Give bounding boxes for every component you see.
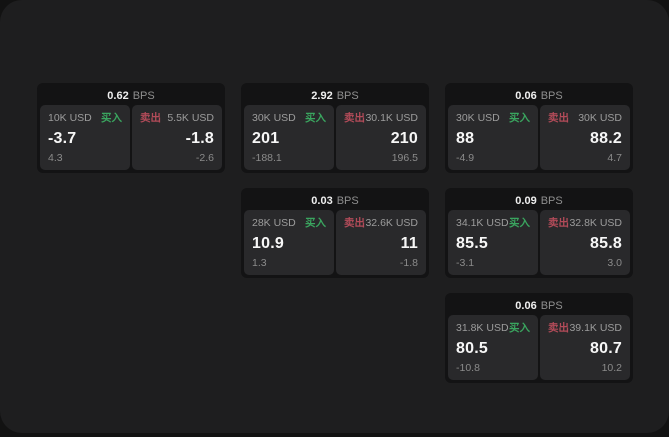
card-header: 0.03 BPS xyxy=(244,191,426,210)
buy-side-label: 买入 xyxy=(101,112,122,124)
sell-amount: 30K USD xyxy=(578,112,622,124)
sell-quote[interactable]: 卖出 30.1K USD 210 196.5 xyxy=(336,105,426,170)
buy-side-label: 买入 xyxy=(509,322,530,334)
buy-quote[interactable]: 28K USD 买入 10.9 1.3 xyxy=(244,210,334,275)
bps-unit-label: BPS xyxy=(540,299,563,312)
buy-quote[interactable]: 31.8K USD 买入 80.5 -10.8 xyxy=(448,315,538,380)
buy-price: 201 xyxy=(252,129,280,147)
buy-amount: 34.1K USD xyxy=(456,217,509,229)
bps-unit-label: BPS xyxy=(336,194,359,207)
sell-side-label: 卖出 xyxy=(548,322,569,334)
buy-delta: -4.9 xyxy=(456,152,475,164)
sell-delta: 3.0 xyxy=(607,257,622,269)
sell-price: 11 xyxy=(400,234,418,252)
buy-side-label: 买入 xyxy=(509,112,530,124)
sell-price: 88.2 xyxy=(590,129,622,147)
buy-side-label: 买入 xyxy=(305,217,326,229)
buy-amount: 28K USD xyxy=(252,217,296,229)
bps-unit-label: BPS xyxy=(132,89,155,102)
sell-side-label: 卖出 xyxy=(140,112,161,124)
buy-delta: -3.1 xyxy=(456,257,475,269)
buy-price: 80.5 xyxy=(456,339,488,357)
quote-card: 0.06 BPS 31.8K USD 买入 80.5 -10.8 卖出 39.1… xyxy=(445,293,633,383)
buy-quote[interactable]: 34.1K USD 买入 85.5 -3.1 xyxy=(448,210,538,275)
buy-side-label: 买入 xyxy=(305,112,326,124)
buy-quote[interactable]: 30K USD 买入 88 -4.9 xyxy=(448,105,538,170)
bps-value: 0.62 xyxy=(107,89,129,102)
buy-quote[interactable]: 30K USD 买入 201 -188.1 xyxy=(244,105,334,170)
buy-amount: 30K USD xyxy=(252,112,296,124)
sell-delta: -1.8 xyxy=(399,257,418,269)
bps-value: 0.03 xyxy=(311,194,333,207)
card-body: 30K USD 买入 88 -4.9 卖出 30K USD 88.2 4.7 xyxy=(448,105,630,170)
quote-card: 0.03 BPS 28K USD 买入 10.9 1.3 卖出 32.6K US… xyxy=(241,188,429,278)
bps-value: 0.09 xyxy=(515,194,537,207)
bps-unit-label: BPS xyxy=(336,89,359,102)
buy-delta: -188.1 xyxy=(252,152,282,164)
sell-side-label: 卖出 xyxy=(548,217,569,229)
card-header: 0.09 BPS xyxy=(448,191,630,210)
buy-price: 10.9 xyxy=(252,234,284,252)
card-body: 30K USD 买入 201 -188.1 卖出 30.1K USD 210 1… xyxy=(244,105,426,170)
sell-quote[interactable]: 卖出 39.1K USD 80.7 10.2 xyxy=(540,315,630,380)
sell-quote[interactable]: 卖出 32.6K USD 11 -1.8 xyxy=(336,210,426,275)
buy-amount: 31.8K USD xyxy=(456,322,509,334)
sell-price: 210 xyxy=(390,129,418,147)
buy-delta: 1.3 xyxy=(252,257,267,269)
card-body: 28K USD 买入 10.9 1.3 卖出 32.6K USD 11 -1.8 xyxy=(244,210,426,275)
bps-value: 2.92 xyxy=(311,89,333,102)
sell-delta: 196.5 xyxy=(391,152,418,164)
buy-price: 88 xyxy=(456,129,475,147)
sell-side-label: 卖出 xyxy=(344,217,365,229)
sell-side-label: 卖出 xyxy=(548,112,569,124)
quote-card: 0.62 BPS 10K USD 买入 -3.7 4.3 卖出 5.5K USD… xyxy=(37,83,225,173)
quote-card: 2.92 BPS 30K USD 买入 201 -188.1 卖出 30.1K … xyxy=(241,83,429,173)
sell-amount: 30.1K USD xyxy=(365,112,418,124)
sell-delta: -2.6 xyxy=(195,152,214,164)
quote-card: 0.06 BPS 30K USD 买入 88 -4.9 卖出 30K USD 8… xyxy=(445,83,633,173)
sell-quote[interactable]: 卖出 30K USD 88.2 4.7 xyxy=(540,105,630,170)
sell-quote[interactable]: 卖出 5.5K USD -1.8 -2.6 xyxy=(132,105,222,170)
buy-price: -3.7 xyxy=(48,129,77,147)
card-body: 31.8K USD 买入 80.5 -10.8 卖出 39.1K USD 80.… xyxy=(448,315,630,380)
bps-unit-label: BPS xyxy=(540,194,563,207)
buy-price: 85.5 xyxy=(456,234,488,252)
card-body: 10K USD 买入 -3.7 4.3 卖出 5.5K USD -1.8 -2.… xyxy=(40,105,222,170)
buy-delta: -10.8 xyxy=(456,362,480,374)
quote-card: 0.09 BPS 34.1K USD 买入 85.5 -3.1 卖出 32.8K… xyxy=(445,188,633,278)
bps-value: 0.06 xyxy=(515,299,537,312)
buy-quote[interactable]: 10K USD 买入 -3.7 4.3 xyxy=(40,105,130,170)
sell-amount: 32.6K USD xyxy=(365,217,418,229)
sell-amount: 5.5K USD xyxy=(167,112,214,124)
card-body: 34.1K USD 买入 85.5 -3.1 卖出 32.8K USD 85.8… xyxy=(448,210,630,275)
card-header: 0.62 BPS xyxy=(40,86,222,105)
sell-side-label: 卖出 xyxy=(344,112,365,124)
card-header: 0.06 BPS xyxy=(448,86,630,105)
sell-delta: 4.7 xyxy=(607,152,622,164)
buy-side-label: 买入 xyxy=(509,217,530,229)
buy-delta: 4.3 xyxy=(48,152,63,164)
sell-amount: 39.1K USD xyxy=(569,322,622,334)
sell-price: 80.7 xyxy=(590,339,622,357)
buy-amount: 30K USD xyxy=(456,112,500,124)
sell-amount: 32.8K USD xyxy=(569,217,622,229)
buy-amount: 10K USD xyxy=(48,112,92,124)
sell-price: -1.8 xyxy=(185,129,214,147)
card-header: 0.06 BPS xyxy=(448,296,630,315)
sell-price: 85.8 xyxy=(590,234,622,252)
sell-delta: 10.2 xyxy=(601,362,622,374)
sell-quote[interactable]: 卖出 32.8K USD 85.8 3.0 xyxy=(540,210,630,275)
bps-unit-label: BPS xyxy=(540,89,563,102)
bps-value: 0.06 xyxy=(515,89,537,102)
card-header: 2.92 BPS xyxy=(244,86,426,105)
